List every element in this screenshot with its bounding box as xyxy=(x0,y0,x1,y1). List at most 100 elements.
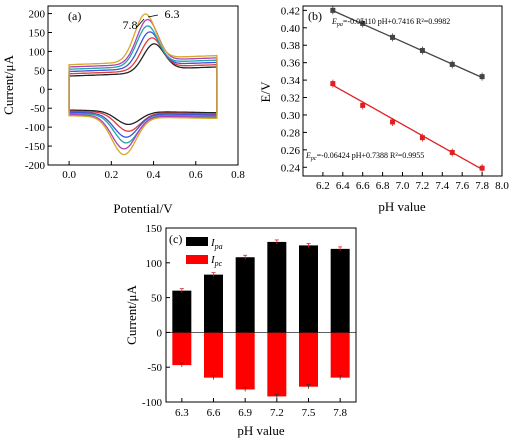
panel-a-cv-chart: 0.0 0.2 0.4 0.6 0.8 -200 -150 -100 -50 0 50 100 150 2… xyxy=(1,5,245,216)
x-tick-label: 7.8 xyxy=(475,180,489,192)
x-tick-label: 0.2 xyxy=(104,169,118,181)
x-tick-label: 7.5 xyxy=(302,407,316,419)
data-point xyxy=(449,61,455,67)
panel-b-y-axis-label: E/V xyxy=(258,81,273,103)
legend-label-pc: Ipc xyxy=(210,254,223,268)
eq-pa-sub: pa xyxy=(336,22,343,28)
data-point xyxy=(449,149,455,155)
x-tick-label: 7.2 xyxy=(416,180,430,192)
x-tick-label: 6.6 xyxy=(207,407,221,419)
legend-pa-sub: pa xyxy=(214,242,223,251)
bar xyxy=(235,332,255,390)
y-tick-label: 100 xyxy=(29,46,46,58)
data-point xyxy=(479,74,485,80)
bar xyxy=(204,274,223,333)
legend-label-pa: Ipa xyxy=(210,237,223,251)
bar xyxy=(267,241,287,333)
legend-pc-name: I xyxy=(210,254,216,266)
bar xyxy=(172,290,192,333)
y-tick-label: 0.36 xyxy=(281,58,301,70)
panel-a-label: (a) xyxy=(68,9,81,23)
y-tick-label: 0 xyxy=(157,327,163,339)
x-tick-label: 6.9 xyxy=(238,407,252,419)
bar xyxy=(330,332,350,378)
panel-c-frame xyxy=(165,227,357,403)
y-tick-label: 0.24 xyxy=(281,162,301,174)
eq-pc-var: E xyxy=(305,151,311,160)
x-tick-label: 6.2 xyxy=(316,180,330,192)
data-point xyxy=(390,119,396,125)
panel-b-equation-pc: Epc=-0.06424 pH+0.7388 R²=0.9955 xyxy=(305,151,424,162)
y-tick-label: -50 xyxy=(30,103,45,115)
fit-line xyxy=(332,10,483,79)
eq-pc-rest: =-0.06424 pH+0.7388 R²=0.9955 xyxy=(317,151,425,160)
panel-a-frame xyxy=(47,5,239,166)
y-tick-label: 0.40 xyxy=(281,23,301,35)
annotation-ph-low: 6.3 xyxy=(165,7,180,21)
fit-line xyxy=(332,84,483,170)
bar xyxy=(267,332,287,397)
eq-pa-var: E xyxy=(331,17,337,26)
bar xyxy=(299,332,318,387)
data-point xyxy=(330,7,336,13)
y-tick-label: 0.32 xyxy=(281,93,300,105)
annotation-arrow-right xyxy=(147,14,159,18)
y-tick-label: -150 xyxy=(25,141,46,153)
panel-b-x-axis-label: pH value xyxy=(378,199,426,214)
x-tick-label: 7.6 xyxy=(455,180,469,192)
y-tick-label: 0.42 xyxy=(281,5,300,17)
annotation-arrow-left xyxy=(136,18,145,28)
data-point xyxy=(360,102,366,108)
y-tick-label: 0 xyxy=(40,84,46,96)
data-point xyxy=(419,135,425,141)
y-tick-label: 0.26 xyxy=(281,145,301,157)
x-tick-label: 0.6 xyxy=(189,169,203,181)
y-tick-label: -50 xyxy=(147,362,162,374)
y-tick-label: 50 xyxy=(151,293,163,305)
cv-curve xyxy=(68,13,218,156)
panel-c-x-axis-label: pH value xyxy=(237,423,285,438)
legend-swatch-pc xyxy=(186,255,208,264)
data-point xyxy=(360,20,366,26)
annotation-ph-high: 7.8 xyxy=(123,18,138,32)
y-tick-label: 100 xyxy=(146,258,163,270)
panel-b-equation-pa: Epa=-0.05110 pH+0.7416 R²=0.9982 xyxy=(331,17,450,28)
x-tick-label: 0.8 xyxy=(231,169,245,181)
data-point xyxy=(330,81,336,87)
legend-pa-name: I xyxy=(210,237,216,249)
data-point xyxy=(419,47,425,53)
eq-pc-sub: pc xyxy=(310,156,317,162)
x-tick-label: 0.4 xyxy=(147,169,161,181)
x-tick-label: 8.0 xyxy=(495,180,509,192)
x-tick-label: 7.2 xyxy=(270,407,284,419)
y-tick-label: 150 xyxy=(146,223,163,235)
x-tick-label: 0.0 xyxy=(62,169,76,181)
x-tick-label: 7.4 xyxy=(435,180,449,192)
x-tick-label: 6.3 xyxy=(175,407,189,419)
panel-b-scatter-chart: 6.2 6.4 6.6 6.8 7.0 7.2 7.4 7.6 7.8 8.0 0.24 0.26 0.… xyxy=(258,5,509,214)
y-tick-label: 200 xyxy=(29,9,46,21)
panel-c-y-axis-label: Current/μA xyxy=(124,285,139,345)
x-tick-label: 6.4 xyxy=(336,180,350,192)
x-tick-label: 7.0 xyxy=(396,180,410,192)
panel-b-label: (b) xyxy=(308,9,322,23)
x-tick-label: 6.6 xyxy=(356,180,370,192)
data-point xyxy=(479,165,485,171)
bar xyxy=(299,245,318,333)
data-point xyxy=(390,34,396,40)
x-tick-label: 6.8 xyxy=(376,180,390,192)
y-tick-label: 0.38 xyxy=(281,40,301,52)
y-tick-label: -100 xyxy=(142,397,163,409)
bar xyxy=(204,332,223,378)
bar xyxy=(330,248,350,333)
panel-c-bar-chart: -100 -50 0 50 100 150 6.3 6.6 6.9 7.2 7.5 7.8 (c) I… xyxy=(124,223,357,438)
y-tick-label: -100 xyxy=(25,122,46,134)
y-tick-label: 150 xyxy=(29,28,46,40)
panel-a-y-axis-label: Current/μA xyxy=(1,55,16,115)
legend-swatch-pa xyxy=(186,237,208,246)
y-tick-label: -200 xyxy=(25,160,46,172)
bar xyxy=(172,332,192,366)
panel-c-label: (c) xyxy=(169,232,182,246)
panel-a-x-axis-label: Potential/V xyxy=(113,201,173,216)
y-tick-label: 0.34 xyxy=(281,75,301,87)
